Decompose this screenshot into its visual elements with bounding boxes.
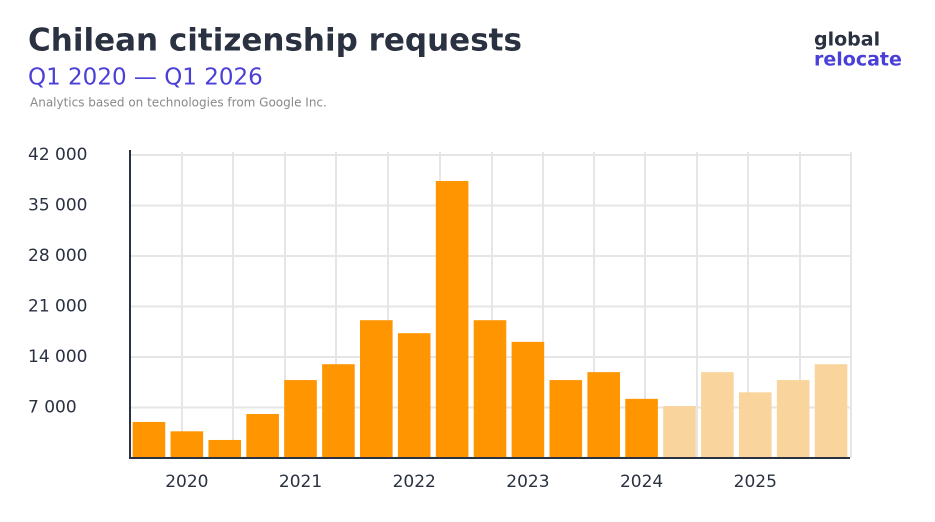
bar — [132, 421, 166, 458]
logo-line1: global — [814, 29, 880, 51]
logo-line2: relocate — [814, 49, 902, 71]
y-tick-label: 21 000 — [28, 297, 87, 317]
bar — [208, 439, 242, 458]
bar — [246, 413, 279, 458]
x-tick-label: 2020 — [165, 472, 208, 492]
y-tick-label: 7 000 — [28, 398, 77, 418]
bar — [170, 431, 204, 458]
y-tick-label: 28 000 — [28, 246, 87, 266]
bar — [322, 364, 355, 458]
y-tick-label: 14 000 — [28, 347, 87, 367]
chart-subtitle: Q1 2020 — Q1 2026 — [28, 65, 263, 91]
bar — [284, 380, 317, 458]
bar — [625, 398, 658, 458]
bar — [435, 180, 469, 458]
x-tick-label: 2021 — [279, 472, 322, 492]
bar — [663, 406, 696, 458]
x-tick-label: 2024 — [620, 472, 663, 492]
x-tick-label: 2022 — [393, 472, 436, 492]
bar — [776, 380, 810, 458]
bar — [701, 372, 734, 458]
y-tick-label: 35 000 — [28, 196, 87, 216]
x-tick-label: 2025 — [734, 472, 777, 492]
bar — [473, 320, 507, 458]
y-tick-label: 42 000 — [28, 145, 87, 165]
bar — [397, 333, 431, 458]
bar — [814, 364, 848, 458]
bar — [549, 380, 583, 458]
x-tick-label: 2023 — [506, 472, 549, 492]
bar — [738, 392, 772, 458]
chart-title: Chilean citizenship requests — [28, 23, 522, 59]
bar — [360, 320, 393, 458]
bar — [511, 341, 545, 458]
note: Analytics based on technologies from Goo… — [30, 96, 327, 110]
bar — [587, 372, 620, 458]
